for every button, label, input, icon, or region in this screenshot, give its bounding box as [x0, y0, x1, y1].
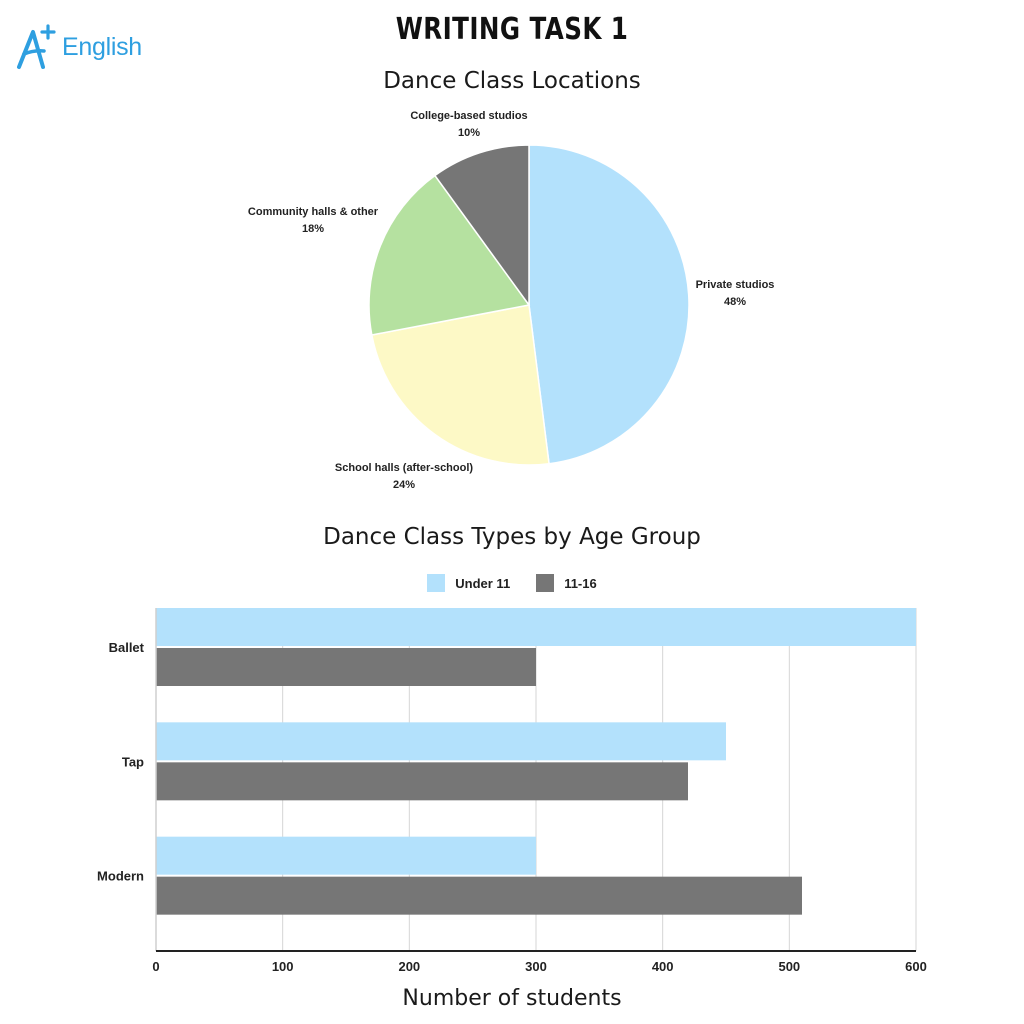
bar-tap-under-11: [156, 722, 726, 761]
pie-slice-community-halls-other: [368, 174, 531, 336]
legend-label: Under 11: [455, 575, 511, 591]
bar-chart-title: Dance Class Types by Age Group: [323, 524, 701, 550]
legend-swatch: [427, 574, 446, 592]
bar-ballet-under-11: [156, 608, 916, 646]
pie-label-college-studios: College-based studios 10%: [410, 108, 527, 142]
pie-slice-school-halls-after-school: [370, 304, 550, 466]
bar-ballet-11-16: [156, 648, 536, 686]
legend-label: 11-16: [564, 575, 597, 591]
pie-label-value: 24%: [392, 479, 416, 491]
pie-label-text: Community halls & other: [247, 206, 379, 218]
y-category-label: Ballet: [109, 640, 145, 655]
pie-slice-private-studios: [528, 144, 690, 465]
x-tick-label: 600: [905, 959, 927, 974]
pie-label-private-studios: Private studios 48%: [696, 277, 775, 311]
pie-label-value: 18%: [301, 223, 325, 235]
y-category-label: Modern: [97, 869, 144, 884]
x-tick-label: 400: [652, 959, 674, 974]
x-tick-label: 200: [398, 959, 420, 974]
pie-label-text: School halls (after-school): [334, 462, 474, 474]
page-title: WRITING TASK 1: [395, 12, 629, 47]
a-plus-english-logo: English: [16, 24, 142, 70]
x-tick-label: 500: [778, 959, 800, 974]
pie-label-value: 10%: [457, 127, 481, 139]
legend-swatch: [536, 574, 555, 592]
legend-item-11-16: 11-16: [536, 574, 597, 592]
pie-label-text: College-based studios: [410, 110, 528, 122]
pie-label-school-halls: School halls (after-school) 24%: [335, 460, 473, 494]
logo-text: English: [62, 32, 142, 61]
x-tick-label: 0: [152, 959, 159, 974]
a-plus-icon: [17, 24, 56, 69]
bar-modern-11-16: [156, 876, 802, 915]
bar-tap-11-16: [156, 762, 688, 801]
bar-chart-legend: Under 11 11-16: [0, 574, 1024, 592]
pie-label-value: 48%: [723, 296, 747, 308]
x-axis-title: Number of students: [402, 986, 622, 1011]
pie-chart-title: Dance Class Locations: [383, 68, 641, 94]
pie-label-community-halls: Community halls & other 18%: [248, 204, 378, 238]
x-tick-label: 100: [272, 959, 294, 974]
pie-label-text: Private studios: [695, 279, 775, 291]
legend-item-under-11: Under 11: [427, 574, 510, 592]
bar-modern-under-11: [156, 836, 536, 875]
pie-slice-college-based-studios: [433, 144, 530, 308]
y-category-label: Tap: [122, 754, 144, 769]
x-tick-label: 300: [525, 959, 547, 974]
pie-chart: [368, 144, 690, 466]
